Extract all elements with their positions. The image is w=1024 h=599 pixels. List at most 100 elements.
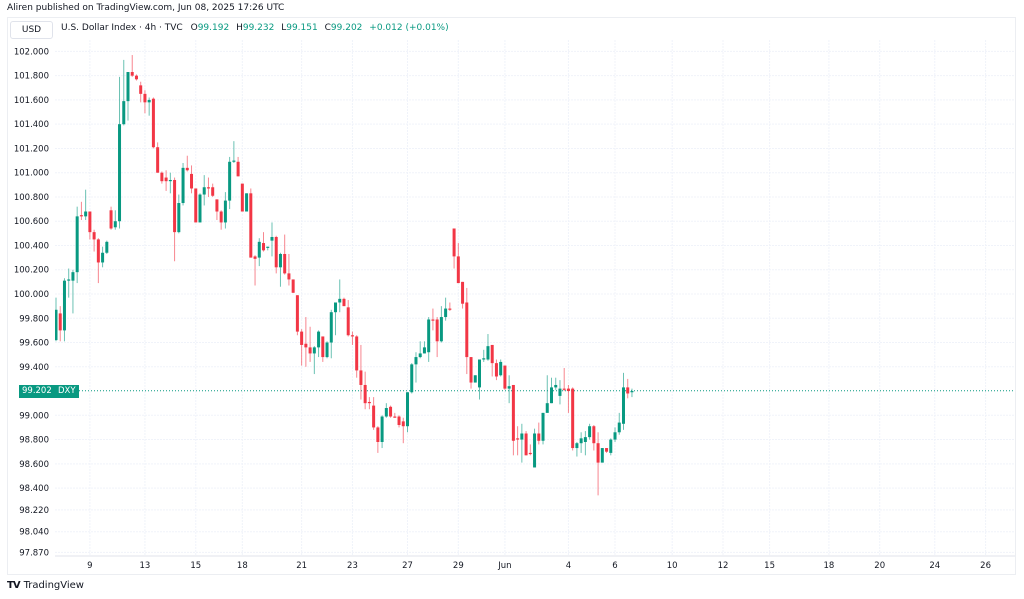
change-value: +0.012 (+0.01%): [369, 23, 449, 33]
candle-down: [206, 177, 210, 197]
candle-down: [461, 281, 465, 309]
candle-body: [245, 193, 249, 212]
candle-body: [630, 391, 634, 393]
candle-body: [206, 187, 210, 189]
price-tick-label: 98.800: [19, 436, 49, 446]
candle-body: [223, 200, 227, 223]
candle-up: [621, 372, 625, 430]
candle-up: [71, 269, 75, 314]
time-axis: 9 13 15 18 21 23 27 29 Jun 4 6 10 12 15 18 20 24 26: [55, 555, 1015, 571]
candle-up: [609, 438, 613, 456]
candle-body: [494, 363, 498, 377]
price-tick-label: 97.870: [19, 548, 49, 558]
date-tick-label: 29: [453, 561, 464, 571]
candle-up: [439, 306, 443, 343]
candle-body: [482, 358, 486, 360]
candle-body: [253, 256, 257, 259]
candle-down: [249, 188, 253, 258]
candle-body: [406, 392, 410, 427]
price-tick-label: 102.000: [14, 47, 49, 57]
candle-body: [435, 319, 439, 342]
candle-body: [190, 173, 194, 189]
candle-body: [71, 272, 75, 281]
candle-up: [168, 172, 172, 194]
candle-up: [558, 380, 562, 405]
candle-down: [304, 317, 308, 367]
candle-body: [427, 319, 431, 353]
candle-up: [67, 268, 71, 298]
candle-down: [528, 444, 532, 456]
candle-up: [223, 192, 227, 229]
candle-body: [113, 221, 117, 228]
high-value: 99.232: [242, 23, 275, 33]
candle-body: [473, 375, 477, 383]
candle-body: [321, 336, 325, 358]
date-tick-label: 27: [402, 561, 413, 571]
candle-body: [363, 384, 367, 404]
candle-down: [185, 155, 189, 172]
candle-body: [139, 85, 143, 94]
candle-body: [143, 93, 147, 103]
last-price-label: 99.202: [19, 385, 55, 398]
candle-up: [473, 375, 477, 383]
candle-down: [291, 279, 295, 293]
price-tick-label: 101.200: [14, 144, 49, 154]
candle-up: [334, 302, 338, 336]
candle-down: [469, 357, 473, 389]
candle-down: [287, 253, 291, 286]
candle-body: [410, 364, 414, 393]
candle-down: [151, 97, 155, 149]
tradingview-logo[interactable]: TV TradingView: [7, 580, 84, 591]
candle-body: [329, 312, 333, 343]
candle-body: [439, 317, 443, 342]
candle-body: [367, 401, 371, 404]
date-tick-label: 15: [190, 561, 201, 571]
date-tick-label: 6: [612, 561, 617, 571]
candle-body: [101, 252, 105, 263]
candle-down: [367, 397, 371, 410]
candle-body: [448, 308, 452, 310]
symbol-title: U.S. Dollar Index · 4h · TVC: [61, 23, 183, 33]
date-tick-label: 4: [566, 561, 571, 571]
candle-up: [75, 206, 79, 284]
candle-up: [181, 162, 185, 206]
candle-down: [262, 232, 266, 252]
candle-up: [507, 375, 511, 404]
candle-body: [545, 403, 549, 413]
date-tick-label: 10: [667, 561, 678, 571]
candle-down: [240, 183, 244, 212]
candle-body: [380, 416, 384, 442]
candle-body: [228, 161, 232, 201]
currency-button[interactable]: USD: [10, 21, 53, 39]
candle-body: [511, 384, 515, 441]
brand-name: TradingView: [23, 580, 84, 591]
candle-up: [482, 349, 486, 362]
candle-body: [562, 388, 566, 390]
candle-up: [478, 359, 481, 400]
candle-down: [92, 229, 96, 252]
candle-up: [198, 193, 202, 223]
candle-body: [219, 211, 223, 223]
candle-down: [355, 335, 359, 378]
candle-body: [397, 416, 401, 426]
candle-up: [105, 240, 109, 254]
candle-down: [465, 287, 469, 375]
candle-up: [444, 297, 448, 321]
candle-body: [414, 357, 418, 365]
candle-up: [312, 346, 316, 375]
candle-down: [431, 308, 435, 331]
candle-body: [617, 422, 621, 433]
price-tick-label: 100.600: [14, 217, 49, 227]
candle-down: [363, 371, 367, 410]
candle-up: [232, 141, 236, 163]
date-tick-label: 18: [823, 561, 834, 571]
low-value: 99.151: [286, 23, 318, 33]
candle-down: [215, 199, 219, 221]
date-tick-label: 20: [874, 561, 885, 571]
candle-up: [270, 222, 274, 257]
candle-down: [321, 336, 325, 362]
candle-up: [147, 97, 151, 116]
candle-body: [499, 361, 503, 376]
candle-body: [236, 161, 240, 177]
